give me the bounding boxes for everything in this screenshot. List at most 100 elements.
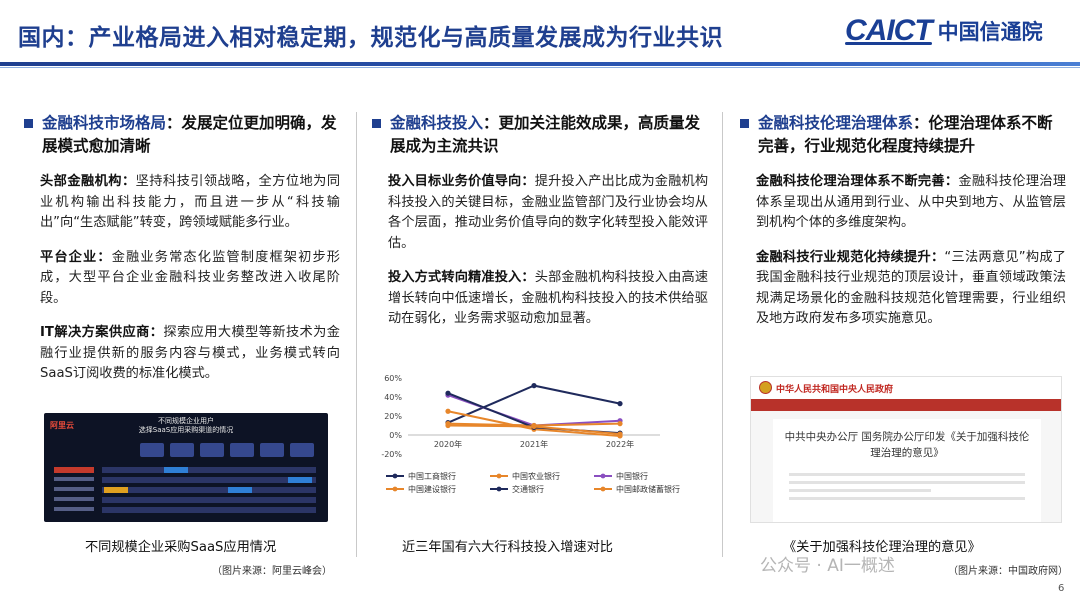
data-point [445,422,451,429]
bullet-square-icon [740,119,749,128]
paragraph: 投入目标业务价值导向：提升投入产出比成为金融机构科技投入的关键目标，金融业监管部… [368,172,708,254]
legend-marker [600,473,606,479]
legend-marker [600,486,606,492]
paragraph-text: 金融科技伦理治理体系呈现出从通用到行业、从中央到地方、从监管层到机构个体的多维度… [756,174,1067,230]
paragraph: IT解决方案供应商：探索应用大模型等新技术为金融行业提供新的服务内容与模式，业务… [20,323,340,385]
column-divider [722,112,723,557]
gov-site-header: 中华人民共和国中央人民政府 [751,377,1061,399]
logo-en: CAICT [845,14,933,47]
text-line [789,473,1025,476]
gov-doc-title: 中共中央办公厅 国务院办公厅印发《关于加强科技伦 理治理的意见》 [773,429,1041,461]
header-divider [0,62,1080,66]
data-point [617,431,623,437]
image-title: 不同规模企业用户 选择SaaS应用采购渠道的情况 [44,417,328,435]
x-tick-label: 2021年 [520,439,548,449]
legend-marker [496,473,502,479]
legend-label: 中国工商银行 [408,471,456,481]
bullet-square-icon [372,119,381,128]
saas-survey-image: 阿里云 不同规模企业用户 选择SaaS应用采购渠道的情况 [44,413,328,522]
column-divider [356,112,357,557]
data-point [617,401,623,407]
paragraph-text: 头部金融机构科技投入由高速增长转向中低速增长，金融机构科技投入的技术供给驱动在弱… [388,270,709,326]
paragraph-label: IT解决方案供应商： [40,325,164,340]
heading-text: ：发展定位更加明确，发展模式愈加清晰 [42,114,337,155]
legend-marker [392,473,398,479]
gov-doc-title-line: 中共中央办公厅 国务院办公厅印发《关于加强科技伦 [784,431,1030,443]
image-caption: 不同规模企业采购SaaS应用情况 [85,540,277,555]
gov-site-name: 中华人民共和国中央人民政府 [776,385,894,395]
column-market-structure: 金融科技市场格局：发展定位更加明确，发展模式愈加清晰 头部金融机构：坚持科技引领… [20,112,340,385]
legend-label: 中国建设银行 [408,484,456,494]
y-tick-label: 40% [384,393,402,402]
heading-text: ：更加关注能效成果，高质量发展成为主流共识 [390,114,701,155]
paragraph-label: 金融科技伦理治理体系不断完善： [756,174,959,189]
paragraph: 金融科技伦理治理体系不断完善：金融科技伦理治理体系呈现出从通用到行业、从中央到地… [736,172,1066,234]
legend-label: 中国银行 [616,471,648,481]
y-tick-label: 0% [389,431,402,440]
page-title: 国内：产业格局进入相对稳定期，规范化与高质量发展成为行业共识 [18,25,723,51]
heading-keyword: 金融科技投入 [390,114,484,132]
paragraph-text: 提升投入产出比成为金融机构科技投入的关键目标，金融业监管部门及行业协会均从各个层… [388,174,709,251]
image-title-line: 不同规模企业用户 [158,417,214,425]
page-number: 6 [1058,583,1065,594]
paragraph-label: 头部金融机构： [40,174,136,189]
heading-text: ：伦理治理体系不断完善，行业规范化程度持续提升 [758,114,1053,155]
legend-marker [392,486,398,492]
column-ethics-governance: 金融科技伦理治理体系：伦理治理体系不断完善，行业规范化程度持续提升 金融科技伦理… [736,112,1066,330]
legend-marker [496,486,502,492]
paragraph-label: 投入方式转向精准投入： [388,270,535,285]
data-point [617,421,623,427]
column-tech-investment: 金融科技投入：更加关注能效成果，高质量发展成为主流共识 投入目标业务价值导向：提… [368,112,708,330]
y-tick-label: -20% [381,450,402,459]
paragraph: 投入方式转向精准投入：头部金融机构科技投入由高速增长转向中低速增长，金融机构科技… [368,268,708,330]
watermark: 公众号 · AI一概述 [760,556,895,576]
legend-label: 交通银行 [512,484,544,494]
gov-site-nav [751,399,1061,411]
paragraph: 平台企业：金融业务常态化监管制度框架初步形成，大型平台企业金融科技业务整改进入收… [20,248,340,310]
text-line [789,489,931,492]
x-tick-label: 2020年 [434,439,462,449]
bullet-square-icon [24,119,33,128]
image-title-line: 选择SaaS应用采购渠道的情况 [138,426,234,434]
national-emblem-icon [759,381,772,394]
caict-logo: CAICT 中国信通院 [845,14,1043,48]
logo-cn: 中国信通院 [937,20,1043,44]
image-caption: 《关于加强科技伦理治理的意见》 [783,540,981,555]
image-source: （图片来源：中国政府网） [948,566,1068,577]
header-divider-thin [0,67,1080,68]
paragraph-text: 金融业务常态化监管制度框架初步形成，大型平台企业金融科技业务整改进入收尾阶段。 [40,249,340,306]
section-heading: 金融科技伦理治理体系：伦理治理体系不断完善，行业规范化程度持续提升 [736,112,1066,158]
section-heading: 金融科技投入：更加关注能效成果，高质量发展成为主流共识 [368,112,708,158]
text-line [789,481,1025,484]
data-point [531,383,537,389]
saas-table-graphic [54,443,316,513]
x-tick-label: 2022年 [606,439,634,449]
gov-doc-page: 中共中央办公厅 国务院办公厅印发《关于加强科技伦 理治理的意见》 [773,419,1041,522]
legend-label: 中国农业银行 [512,471,560,481]
paragraph: 金融科技行业规范化持续提升：“三法两意见”构成了我国金融科技行业规范的顶层设计，… [736,248,1066,330]
image-source: （图片来源：阿里云峰会） [212,566,332,577]
paragraph-label: 金融科技行业规范化持续提升： [756,249,945,265]
series-line [447,394,621,427]
text-line [789,497,1025,500]
gov-website-screenshot: 中华人民共和国中央人民政府 中共中央办公厅 国务院办公厅印发《关于加强科技伦 理… [750,376,1062,523]
paragraph-label: 平台企业： [40,249,112,265]
paragraph-text: 坚持科技引领战略，全方位地为同业机构输出科技能力，而且进一步从“科技输出”向“生… [40,174,341,230]
data-point [445,408,451,414]
slide-header: 国内：产业格局进入相对稳定期，规范化与高质量发展成为行业共识 CAICT 中国信… [0,0,1080,72]
aliyun-logo: 阿里云 [50,421,74,430]
gov-doc-title-line: 理治理的意见》 [870,447,944,459]
y-tick-label: 60% [384,374,402,383]
paragraph: 头部金融机构：坚持科技引领战略，全方位地为同业机构输出科技能力，而且进一步从“科… [20,172,340,234]
chart-caption: 近三年国有六大行科技投入增速对比 [402,540,613,555]
data-point [531,423,537,430]
paragraph-text: 探索应用大模型等新技术为金融行业提供新的服务内容与模式，业务模式转向SaaS订阅… [40,325,340,381]
paragraph-label: 投入目标业务价值导向： [388,174,535,189]
paragraph-text: “三法两意见”构成了我国金融科技行业规范的顶层设计，垂直领域政策法规满足场景化的… [756,249,1066,327]
section-heading: 金融科技市场格局：发展定位更加明确，发展模式愈加清晰 [20,112,340,158]
data-point [445,390,451,396]
y-tick-label: 20% [384,412,402,421]
heading-keyword: 金融科技市场格局 [42,114,167,132]
heading-keyword: 金融科技伦理治理体系 [758,114,914,132]
